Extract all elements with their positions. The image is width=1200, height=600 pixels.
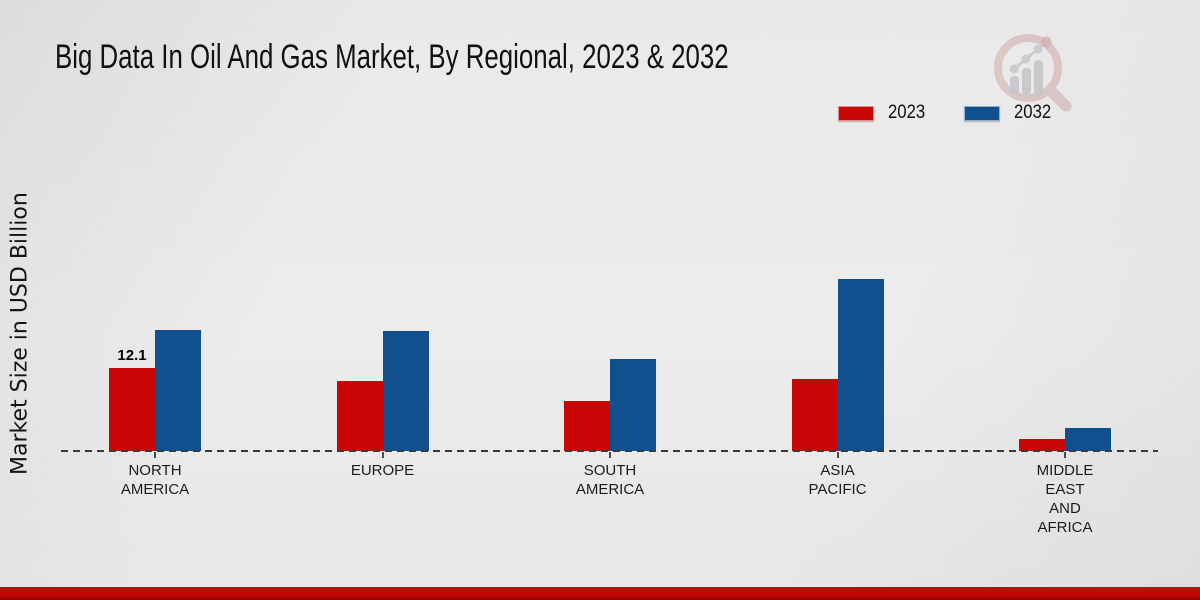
legend-item-2023: 2023	[838, 102, 930, 124]
logo-lens-ring	[994, 34, 1062, 102]
legend-swatch-2023	[838, 105, 874, 121]
axis-tick	[381, 452, 384, 458]
bar-2032-europe	[382, 330, 429, 451]
legend-swatch-2032	[964, 105, 1001, 121]
bar-2023-middle-east-and-africa	[1019, 438, 1065, 451]
logo-bar-3	[1034, 60, 1043, 95]
category-label-europe: EUROPE	[350, 462, 415, 479]
bar-2023-europe	[336, 381, 383, 451]
axis-tick	[154, 452, 156, 458]
legend-label-2023: 2023	[888, 102, 926, 123]
logo-handle	[1044, 84, 1072, 112]
bar-2023-south-america	[564, 401, 610, 451]
mrfr-logo-watermark	[994, 34, 1072, 112]
axis-tick	[1064, 452, 1066, 458]
legend: 2023 2032	[838, 102, 1057, 124]
category-label-middle-east-and-africa: MIDDLE EAST AND AFRICA	[1036, 462, 1094, 536]
legend-item-2032: 2032	[964, 102, 1056, 124]
bottom-red-strip	[0, 587, 1200, 600]
category-label-north-america: NORTH AMERICA	[120, 462, 190, 498]
bar-2032-asia-pacific	[837, 278, 884, 451]
bar-2032-north-america	[155, 329, 201, 451]
logo-bar-1	[1010, 76, 1019, 95]
chart-title: Big Data In Oil And Gas Market, By Regio…	[55, 38, 729, 76]
category-label-asia-pacific: ASIA PACIFIC	[808, 462, 867, 498]
logo-bar-2	[1022, 68, 1031, 95]
bar-2032-middle-east-and-africa	[1065, 428, 1111, 451]
bar-2023-asia-pacific	[791, 379, 838, 451]
x-axis-dashed-line	[61, 450, 1158, 452]
category-label-south-america: SOUTH AMERICA	[575, 462, 645, 498]
bar-value-label: 12.1	[117, 346, 147, 364]
axis-tick	[836, 452, 839, 458]
axis-tick	[609, 452, 611, 458]
bar-2023-north-america	[109, 367, 155, 451]
bar-2032-south-america	[610, 358, 656, 451]
legend-label-2032: 2032	[1014, 102, 1052, 123]
